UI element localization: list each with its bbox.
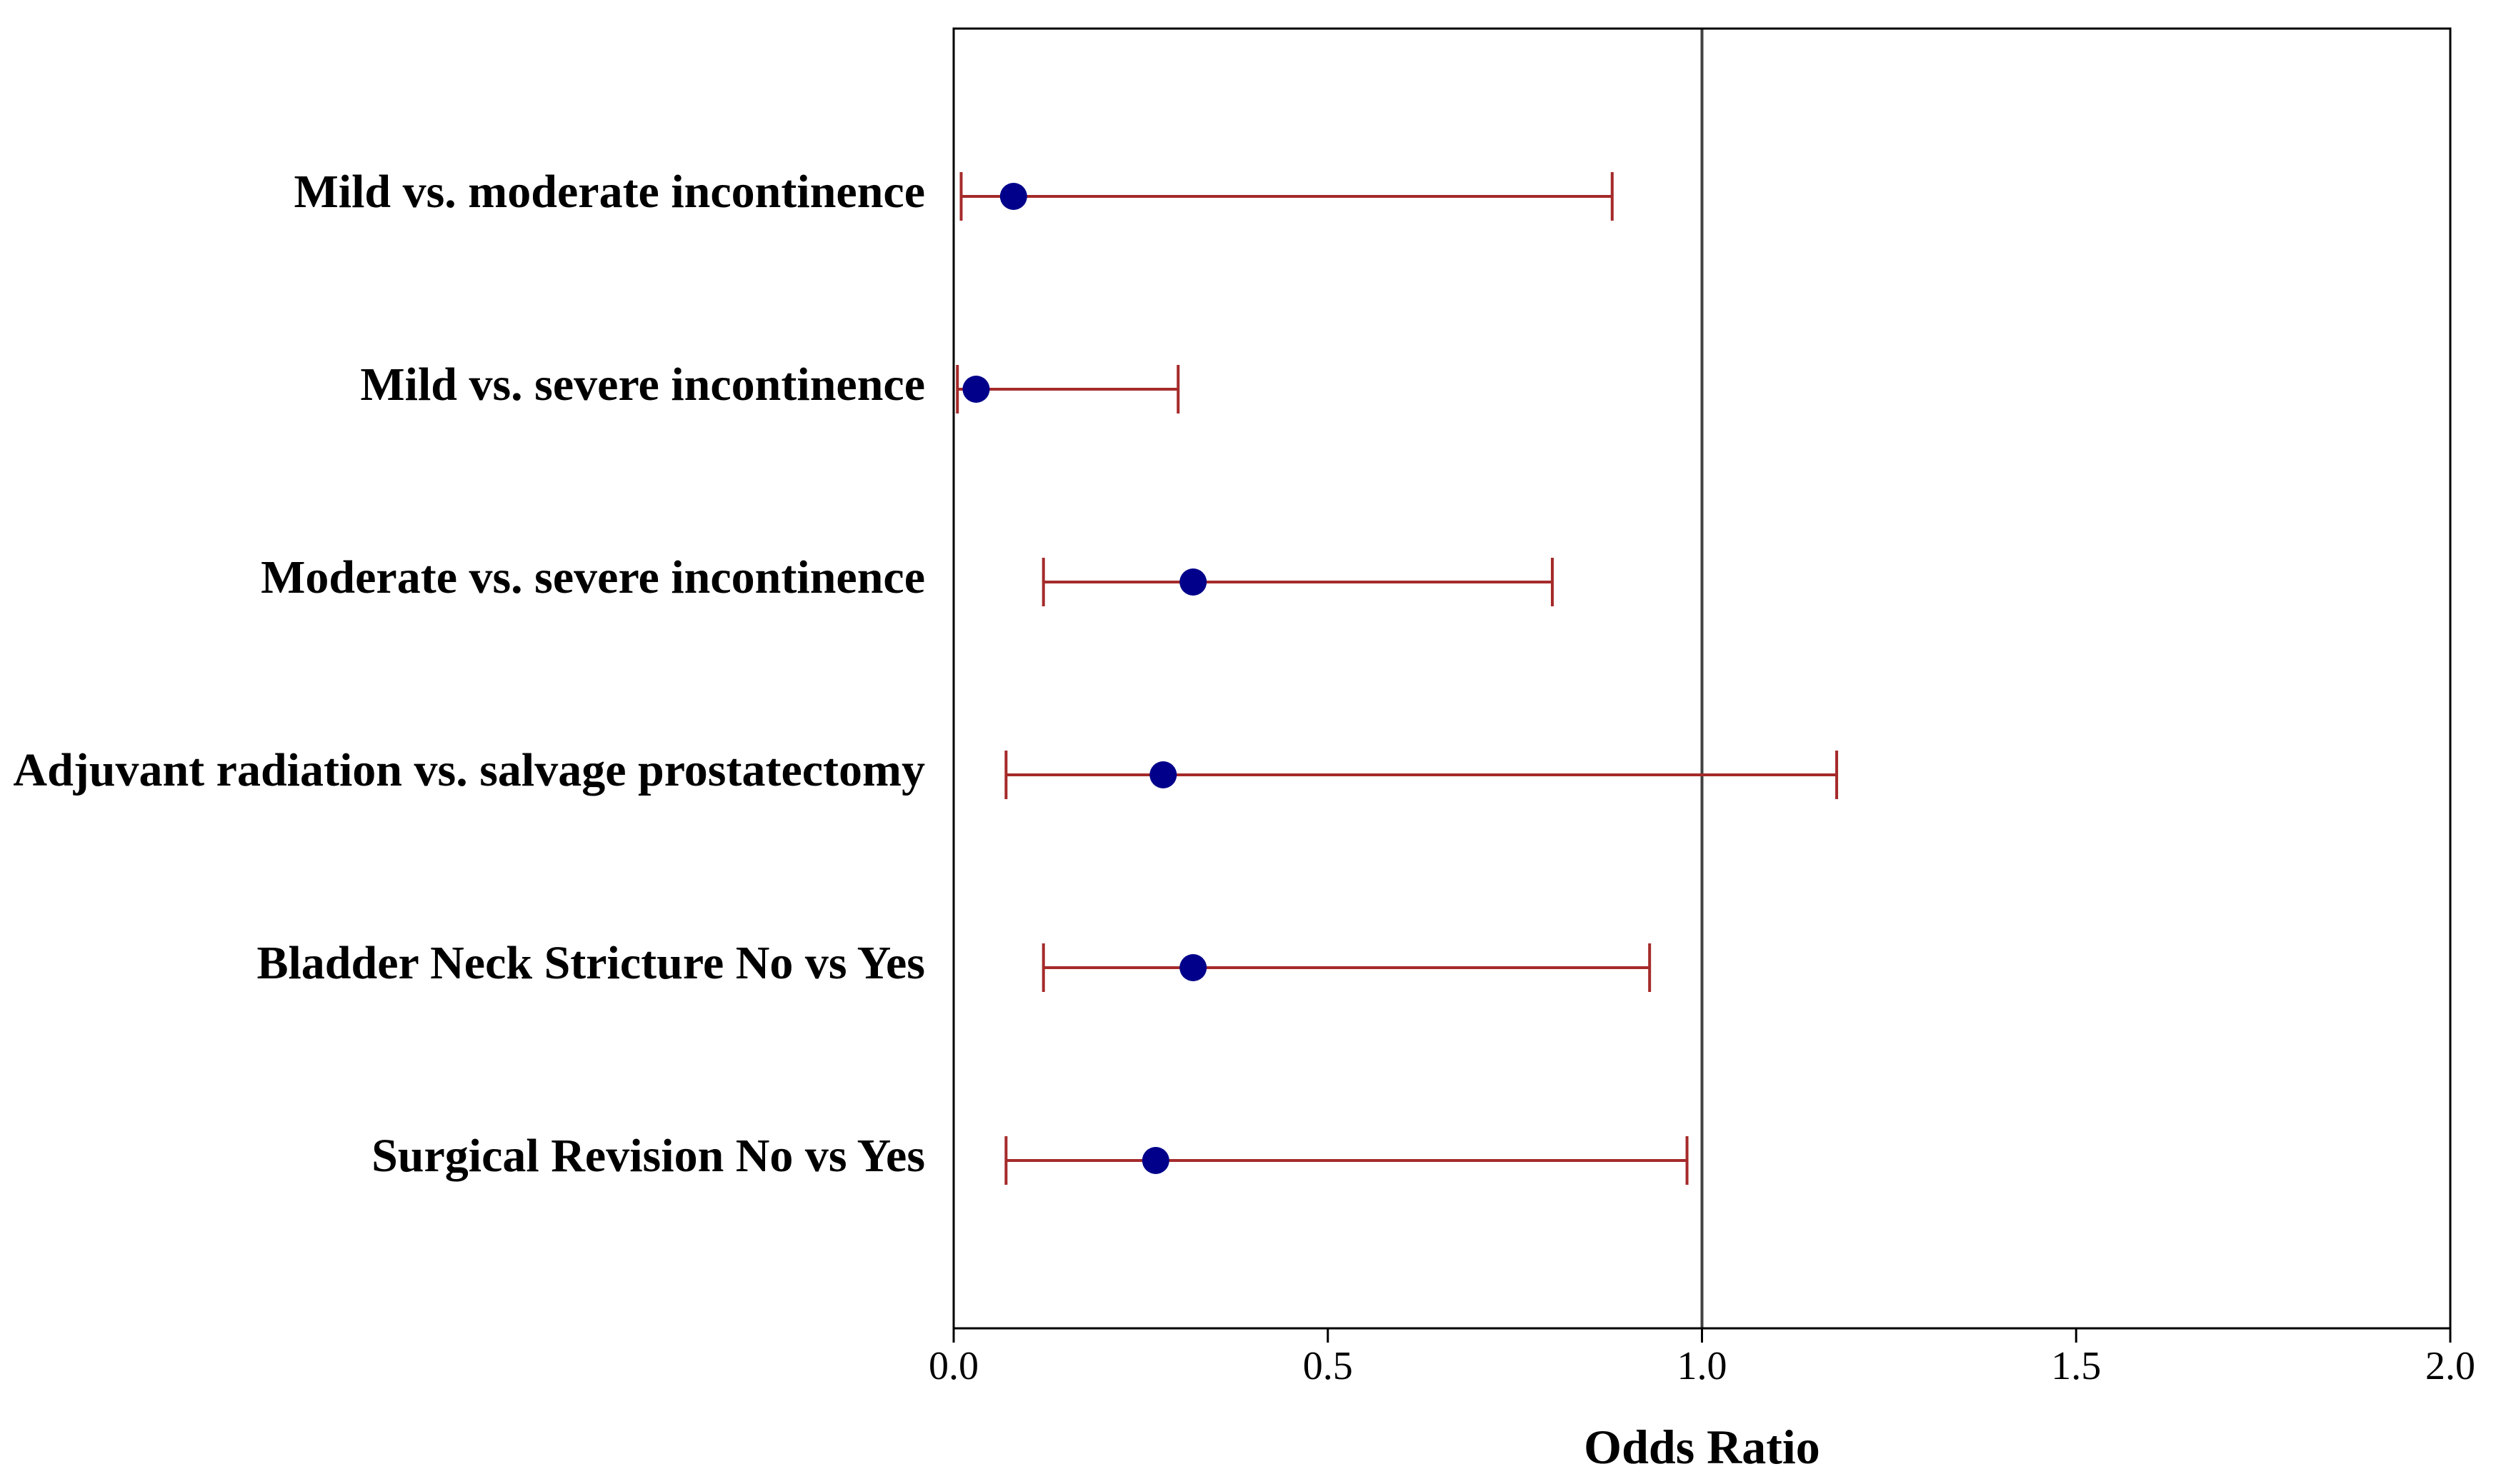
- row-label: Mild vs. moderate incontinence: [294, 166, 925, 218]
- point-estimate: [1000, 183, 1027, 210]
- row-label: Mild vs. severe incontinence: [360, 359, 925, 411]
- point-estimate: [1179, 954, 1207, 981]
- x-tick-label: 0.5: [1303, 1344, 1353, 1388]
- point-estimate: [962, 376, 989, 403]
- row-label: Bladder Neck Stricture No vs Yes: [256, 937, 925, 989]
- point-estimate: [1142, 1147, 1169, 1174]
- x-axis-title: Odds Ratio: [1584, 1420, 1820, 1474]
- forest-plot-svg: 0.0 0.5 1.0 1.5 2.0 Odds Ratio Mild vs. modera…: [0, 0, 2501, 1484]
- x-tick-label: 0.0: [929, 1344, 979, 1388]
- x-tick-label: 1.0: [1677, 1344, 1727, 1388]
- x-tick-label: 1.5: [2051, 1344, 2101, 1388]
- row-label: Moderate vs. severe incontinence: [261, 551, 925, 603]
- point-estimate: [1149, 761, 1177, 788]
- row-label: Adjuvant radiation vs. salvage prostatec…: [13, 744, 925, 796]
- point-estimate: [1179, 568, 1207, 596]
- forest-plot: 0.0 0.5 1.0 1.5 2.0 Odds Ratio Mild vs. modera…: [0, 0, 2501, 1484]
- plot-background: [0, 0, 2501, 1484]
- row-label: Surgical Revision No vs Yes: [371, 1130, 925, 1182]
- x-tick-label: 2.0: [2425, 1344, 2475, 1388]
